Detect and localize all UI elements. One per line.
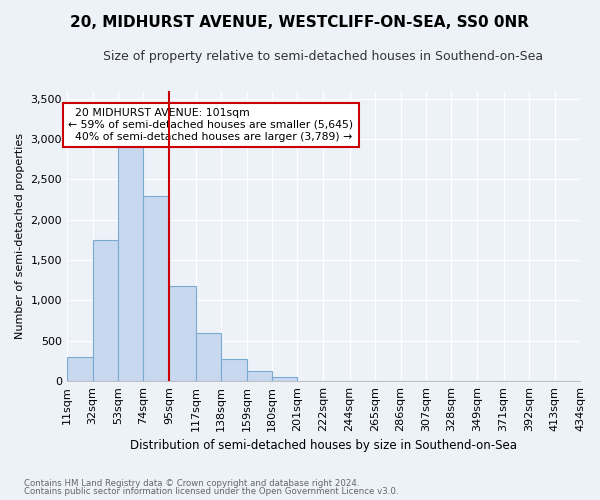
X-axis label: Distribution of semi-detached houses by size in Southend-on-Sea: Distribution of semi-detached houses by …	[130, 440, 517, 452]
Title: Size of property relative to semi-detached houses in Southend-on-Sea: Size of property relative to semi-detach…	[103, 50, 544, 63]
Bar	[169, 286, 196, 381]
Bar	[118, 147, 143, 381]
Text: 20, MIDHURST AVENUE, WESTCLIFF-ON-SEA, SS0 0NR: 20, MIDHURST AVENUE, WESTCLIFF-ON-SEA, S…	[71, 15, 530, 30]
Text: Contains HM Land Registry data © Crown copyright and database right 2024.: Contains HM Land Registry data © Crown c…	[24, 478, 359, 488]
Bar	[67, 357, 92, 381]
Bar	[247, 370, 272, 381]
Bar	[143, 196, 169, 381]
Bar	[272, 376, 298, 381]
Bar	[92, 240, 118, 381]
Bar	[221, 358, 247, 381]
Y-axis label: Number of semi-detached properties: Number of semi-detached properties	[15, 133, 25, 339]
Bar	[196, 332, 221, 381]
Text: 20 MIDHURST AVENUE: 101sqm
← 59% of semi-detached houses are smaller (5,645)
  4: 20 MIDHURST AVENUE: 101sqm ← 59% of semi…	[68, 108, 353, 142]
Text: Contains public sector information licensed under the Open Government Licence v3: Contains public sector information licen…	[24, 487, 398, 496]
